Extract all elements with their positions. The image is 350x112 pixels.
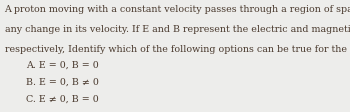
Text: A. E = 0, B = 0: A. E = 0, B = 0: [26, 60, 99, 69]
Text: respectively, Identify which of the following options can be true for the space.: respectively, Identify which of the foll…: [5, 44, 350, 53]
Text: D. E ≠ 0, B ≠ 0: D. E ≠ 0, B ≠ 0: [26, 110, 99, 112]
Text: C. E ≠ 0, B = 0: C. E ≠ 0, B = 0: [26, 94, 99, 103]
Text: B. E = 0, B ≠ 0: B. E = 0, B ≠ 0: [26, 77, 99, 86]
Text: any change in its velocity. If E and B represent the electric and magnetic field: any change in its velocity. If E and B r…: [5, 25, 350, 34]
Text: A proton moving with a constant velocity passes through a region of space withou: A proton moving with a constant velocity…: [5, 5, 350, 14]
